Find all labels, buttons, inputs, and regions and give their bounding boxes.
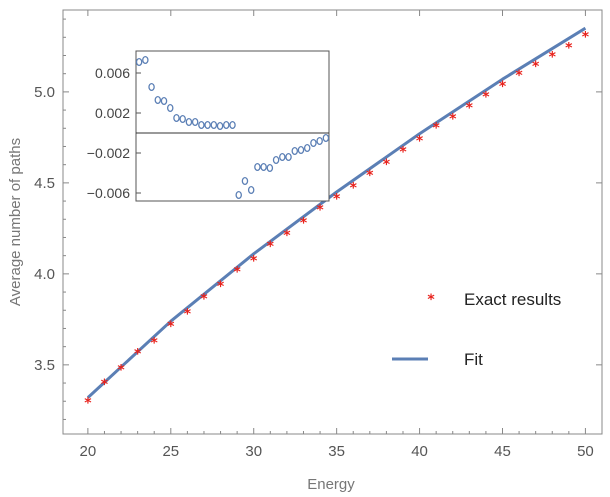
fit-line [86, 26, 587, 399]
exact-point: * [432, 121, 440, 137]
exact-point: * [449, 112, 457, 128]
x-axis-title: Energy [307, 476, 355, 493]
residual-point [285, 152, 292, 162]
inset-y-tick-label: 0.006 [95, 65, 130, 81]
residual-point [266, 163, 274, 173]
legend-exact-label: Exact results [464, 290, 561, 309]
exact-point: * [167, 319, 175, 335]
inset-y-tick-label: −0.006 [87, 185, 130, 201]
y-tick-label: 4.5 [34, 175, 55, 192]
residual-point [148, 82, 155, 92]
residual-point [198, 120, 205, 130]
residual-point [272, 155, 280, 165]
exact-point: * [532, 59, 540, 75]
exact-point: * [565, 41, 573, 57]
exact-point: * [515, 68, 523, 84]
exact-point: * [217, 279, 225, 295]
residual-point [160, 96, 168, 106]
residual-point [185, 117, 193, 127]
exact-point: * [300, 215, 308, 231]
inset-y-tick-label: 0.002 [95, 105, 130, 121]
plot-frame [62, 9, 603, 435]
exact-point: * [134, 346, 142, 362]
inset: 0.006 0.002 −0.002 −0.006 [87, 50, 330, 202]
main-ticks: 20 25 30 35 40 45 50 3.5 4.0 4.5 5.0 [34, 10, 602, 460]
exact-point: * [250, 253, 258, 269]
residual-point [279, 152, 286, 162]
exact-point: * [84, 395, 92, 411]
residual-point [135, 57, 143, 67]
inset-points [135, 55, 330, 200]
legend: * Exact results Fit [392, 290, 561, 369]
residual-point [210, 120, 218, 130]
exact-point: * [499, 79, 507, 95]
exact-point: * [283, 228, 291, 244]
exact-point: * [466, 101, 474, 117]
exact-point: * [350, 181, 358, 197]
exact-point: * [151, 335, 159, 351]
exact-point: * [383, 157, 391, 173]
residual-point [247, 185, 255, 195]
residual-point [297, 145, 305, 155]
residual-point [154, 95, 162, 105]
exact-point: * [316, 203, 324, 219]
exact-point: * [200, 292, 208, 308]
inset-y-tick-label: −0.002 [87, 145, 130, 161]
x-tick-label: 40 [411, 443, 428, 460]
exact-point: * [582, 30, 590, 46]
exact-point: * [333, 192, 341, 208]
inset-ticks: 0.006 0.002 −0.002 −0.006 [87, 65, 141, 201]
residual-point [291, 146, 299, 156]
main-plot: * * * * * * * * * * * * * * * * * * * * * * * * * * * * * * * [84, 26, 590, 411]
exact-point: * [233, 264, 241, 280]
residual-point [310, 138, 317, 148]
x-tick-label: 35 [328, 443, 345, 460]
residual-point [191, 117, 199, 127]
residual-point [303, 143, 311, 153]
y-tick-label: 4.0 [34, 266, 55, 283]
residual-point [241, 176, 249, 186]
residual-point [216, 121, 224, 131]
y-tick-label: 3.5 [34, 357, 55, 374]
exact-point: * [117, 363, 125, 379]
residual-point [235, 190, 242, 200]
exact-point: * [101, 377, 109, 393]
exact-point: * [366, 168, 374, 184]
legend-fit-label: Fit [464, 350, 483, 369]
y-tick-label: 5.0 [34, 84, 55, 101]
residual-point [254, 162, 261, 172]
residual-point [204, 120, 211, 130]
x-tick-label: 30 [245, 443, 262, 460]
exact-point: * [482, 90, 490, 106]
x-tick-label: 50 [577, 443, 594, 460]
residual-point [322, 133, 330, 143]
x-tick-label: 25 [162, 443, 179, 460]
residual-point [223, 120, 230, 130]
exact-point: * [184, 306, 192, 322]
residual-point [229, 120, 236, 130]
residual-point [142, 55, 149, 65]
residual-point [173, 113, 180, 123]
exact-point: * [399, 144, 407, 160]
exact-point: * [416, 133, 424, 149]
exact-point: * [549, 50, 557, 66]
legend-exact-marker: * [427, 292, 435, 308]
residual-point [166, 103, 174, 113]
residual-point [260, 162, 267, 172]
x-tick-label: 20 [80, 443, 97, 460]
x-tick-label: 45 [494, 443, 511, 460]
y-axis-title: Average number of paths [7, 138, 24, 306]
exact-point: * [267, 239, 275, 255]
residual-point [316, 136, 323, 146]
residual-point [179, 114, 186, 124]
inset-frame [135, 50, 330, 202]
